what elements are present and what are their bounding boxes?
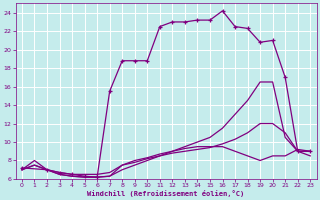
X-axis label: Windchill (Refroidissement éolien,°C): Windchill (Refroidissement éolien,°C) bbox=[87, 190, 245, 197]
